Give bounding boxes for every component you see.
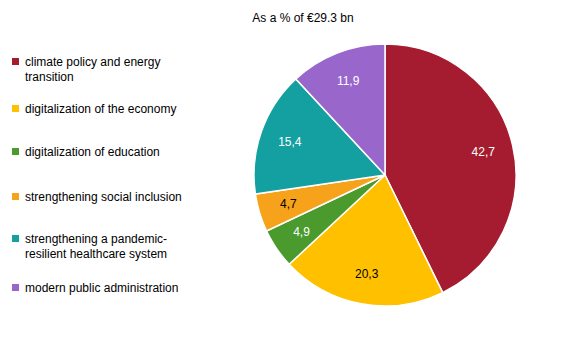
legend-label: strengthening a pandemic-resilient healt… [25,232,167,261]
title: As a % of €29.3 bn [252,11,353,25]
legend-label-line: transition [25,70,74,84]
slices [254,44,516,306]
chart: As a % of €29.3 bn 42,7 20,3 4,9 4,7 15,4 11,9… [0,0,578,341]
legend-label-line: climate policy and energy [25,55,164,69]
legend-label: digitalization of the economy [25,102,176,116]
data-label: 15,4 [278,135,302,149]
data-label: 4,9 [293,225,310,239]
legend-label: digitalization of education [25,145,160,159]
background [0,0,578,341]
legend-swatch [12,193,19,200]
data-label: 20,3 [355,267,379,281]
data-label: 4,7 [280,197,297,211]
legend-swatch [12,235,19,242]
legend-swatch [12,58,19,65]
legend-label: climate policy and energy transition [25,55,164,84]
legend: climate policy and energy transition digi… [12,55,182,295]
legend-label-line: strengthening social inclusion [25,190,182,204]
legend-swatch [12,105,19,112]
data-label: 42,7 [472,145,496,159]
data-labels: 42,7 20,3 4,9 4,7 15,4 11,9 [278,74,495,281]
data-label: 11,9 [337,74,360,88]
legend-label-line: digitalization of the economy [25,102,176,116]
pie-slice [296,44,385,175]
legend-label-line: strengthening a pandemic- [25,232,167,246]
legend-swatch [12,148,19,155]
legend-label: modern public administration [25,281,178,295]
legend-label-line: resilient healthcare system [25,247,167,261]
legend-label-line: digitalization of education [25,145,160,159]
legend-label-line: modern public administration [25,281,178,295]
legend-swatch [12,284,19,291]
legend-label: strengthening social inclusion [25,190,182,204]
